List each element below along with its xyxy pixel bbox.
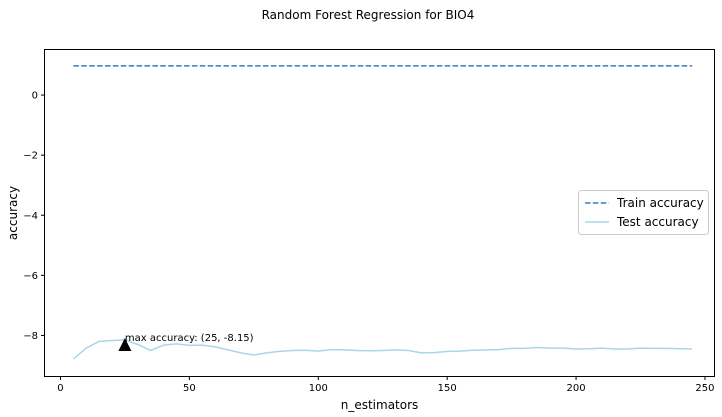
legend: Train accuracy Test accuracy [578,190,709,235]
y-tick-label: −2 [23,151,38,162]
legend-label-train: Train accuracy [616,196,704,210]
chart-title: Random Forest Regression for BIO4 [262,8,475,22]
plot-area: 0 50 100 150 200 250 0 −2 −4 −6 −8 max accuracy: … [23,49,715,394]
x-tick-label: 0 [57,383,63,394]
x-tick-label: 150 [438,383,457,394]
y-tick-label: 0 [32,91,38,102]
x-tick-label: 200 [567,383,586,394]
x-axis-label: n_estimators [341,398,419,412]
annotation-layer: max accuracy: (25, -8.15) [118,333,254,352]
y-axis: 0 −2 −4 −6 −8 [23,91,45,342]
x-tick-label: 50 [183,383,196,394]
x-tick-label: 100 [309,383,328,394]
x-tick-label: 250 [695,383,714,394]
y-tick-label: −4 [23,211,38,222]
legend-box [578,190,709,235]
y-axis-label: accuracy [6,186,20,240]
x-axis: 0 50 100 150 200 250 [57,376,715,394]
legend-label-test: Test accuracy [616,215,699,229]
series-layer [72,65,693,360]
y-tick-label: −8 [23,331,38,342]
series-line-test [72,339,693,360]
y-tick-label: −6 [23,271,38,282]
annotation-label: max accuracy: (25, -8.15) [125,333,254,344]
plot-frame [44,49,715,377]
max-accuracy-marker [118,338,132,352]
